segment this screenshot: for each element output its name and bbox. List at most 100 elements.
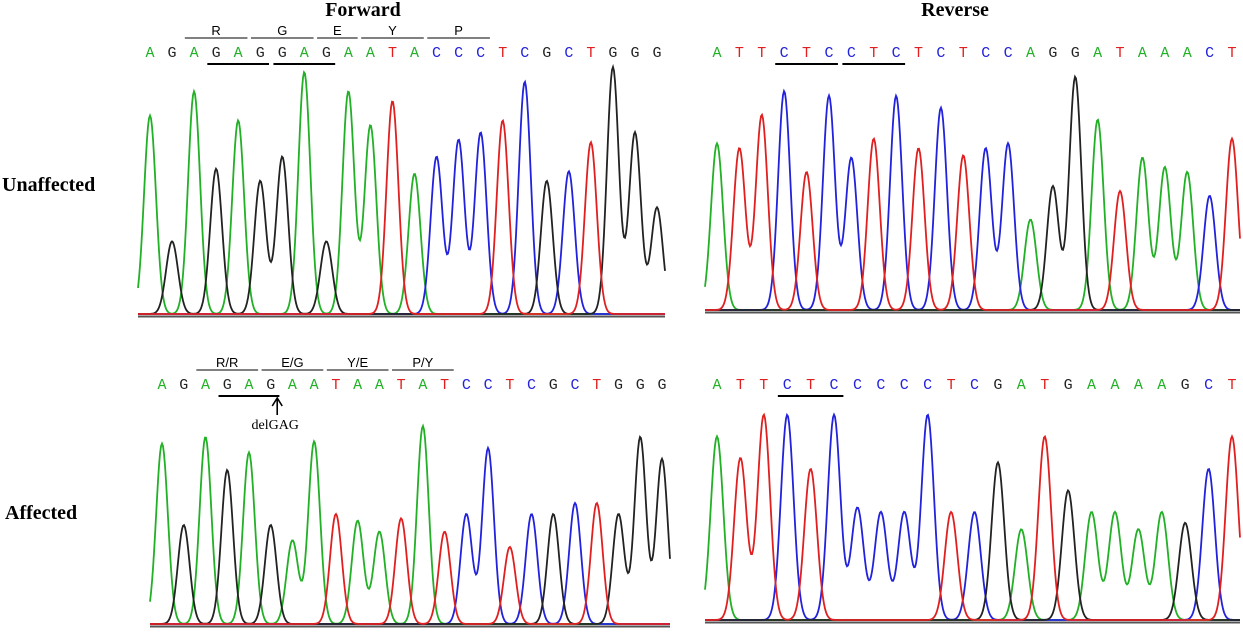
base-call: C	[527, 377, 536, 394]
base-call: C	[484, 377, 493, 394]
codon-label: P/Y	[412, 355, 433, 370]
base-call: G	[278, 45, 287, 62]
base-call: C	[783, 377, 792, 394]
codon-label: Y	[388, 23, 397, 38]
base-call: T	[869, 45, 878, 62]
base-call: A	[288, 377, 297, 394]
base-call: A	[1087, 377, 1096, 394]
trace-G	[705, 460, 1240, 621]
trace-T	[150, 501, 670, 625]
trace-T	[705, 412, 1241, 621]
base-call: A	[1017, 377, 1026, 394]
base-call: G	[636, 377, 645, 394]
base-call: A	[344, 45, 353, 62]
base-call: T	[802, 45, 811, 62]
trace-G	[138, 63, 666, 315]
base-call: G	[1064, 377, 1073, 394]
base-call: A	[234, 45, 243, 62]
base-call: A	[712, 45, 721, 62]
base-call: T	[1040, 377, 1049, 394]
codon-label: R	[211, 23, 220, 38]
base-call: G	[993, 377, 1002, 394]
base-call: A	[1110, 377, 1119, 394]
base-call: T	[1227, 45, 1236, 62]
row-label-affected: Affected	[5, 502, 77, 524]
base-call: C	[970, 377, 979, 394]
base-call: G	[542, 45, 551, 62]
panel-affected-forward: R/R E/G Y/E P/YA G A G A G A A T A A T A T C C T C G C T G G GdelG…	[149, 355, 671, 628]
base-call: T	[397, 377, 406, 394]
codon-label: P	[454, 23, 463, 38]
base-call: C	[520, 45, 529, 62]
base-call: G	[322, 45, 331, 62]
base-call: T	[1227, 377, 1236, 394]
base-call: G	[614, 377, 623, 394]
base-call: T	[736, 377, 745, 394]
base-call: G	[179, 377, 188, 394]
base-call: A	[310, 377, 319, 394]
base-call: A	[300, 45, 309, 62]
base-call: C	[900, 377, 909, 394]
base-call: G	[1048, 45, 1057, 62]
base-call: A	[157, 377, 166, 394]
base-call: A	[1183, 45, 1192, 62]
base-call: G	[168, 45, 177, 62]
base-call: C	[981, 45, 990, 62]
base-call: C	[476, 45, 485, 62]
base-call: A	[375, 377, 384, 394]
base-call: G	[1181, 377, 1190, 394]
trace-G	[705, 74, 1240, 311]
base-call: C	[876, 377, 885, 394]
base-call: A	[1157, 377, 1166, 394]
codon-label: Y/E	[347, 355, 368, 370]
base-call: T	[947, 377, 956, 394]
codon-label: G	[277, 23, 287, 38]
base-call: A	[201, 377, 210, 394]
base-call: C	[923, 377, 932, 394]
codon-label: R/R	[216, 355, 238, 370]
trace-T	[138, 100, 665, 315]
base-call: A	[1093, 45, 1102, 62]
base-call: T	[735, 45, 744, 62]
mutation-label: delGAG	[251, 418, 298, 433]
reverse-title: Reverse	[921, 0, 989, 21]
base-call: A	[244, 377, 253, 394]
base-call: A	[145, 45, 154, 62]
base-call: T	[959, 45, 968, 62]
codon-label: E	[333, 23, 342, 38]
base-call: T	[759, 377, 768, 394]
base-call: A	[410, 45, 419, 62]
forward-title: Forward	[325, 0, 401, 21]
panel-unaffected-forward: R G E Y PA G A G A G G A G A A T A C C C T C G C T G G G	[137, 23, 666, 318]
base-call: C	[1004, 45, 1013, 62]
base-call: C	[462, 377, 471, 394]
base-call: C	[432, 45, 441, 62]
base-call: A	[190, 45, 199, 62]
base-call: C	[1204, 377, 1213, 394]
base-call: G	[630, 45, 639, 62]
base-call: A	[1026, 45, 1035, 62]
base-call: A	[418, 377, 427, 394]
base-call: C	[853, 377, 862, 394]
base-call: T	[498, 45, 507, 62]
base-call: C	[824, 45, 833, 62]
base-call: C	[780, 45, 789, 62]
base-call: C	[454, 45, 463, 62]
base-call: T	[388, 45, 397, 62]
row-label-unaffected: Unaffected	[2, 174, 95, 196]
base-call: A	[712, 377, 721, 394]
base-call: C	[936, 45, 945, 62]
base-call: T	[331, 377, 340, 394]
base-call: T	[505, 377, 514, 394]
base-call: T	[440, 377, 449, 394]
base-call: T	[757, 45, 766, 62]
base-call: T	[586, 45, 595, 62]
base-call: C	[892, 45, 901, 62]
base-call: C	[847, 45, 856, 62]
base-call: G	[212, 45, 221, 62]
trace-A	[704, 118, 1240, 311]
base-call: A	[353, 377, 362, 394]
